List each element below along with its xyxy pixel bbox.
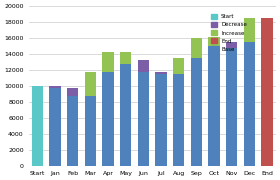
Bar [67, 96, 78, 166]
Bar [244, 18, 255, 42]
Bar [226, 48, 237, 166]
Bar [155, 72, 167, 74]
Bar [173, 58, 185, 74]
Bar [226, 48, 237, 166]
Bar [155, 74, 167, 166]
Bar [137, 72, 149, 166]
Bar [191, 38, 202, 58]
Bar [191, 58, 202, 166]
Bar [49, 88, 61, 166]
Bar [49, 86, 61, 88]
Bar [67, 96, 78, 166]
Bar [208, 46, 220, 166]
Bar [120, 64, 131, 166]
Bar [137, 72, 149, 166]
Bar [173, 74, 185, 166]
Bar [208, 46, 220, 166]
Bar [32, 86, 43, 166]
Bar [102, 72, 114, 166]
Bar [120, 64, 131, 166]
Bar [261, 18, 273, 166]
Legend: Start, Decrease, Increase, End, Base: Start, Decrease, Increase, End, Base [209, 12, 249, 53]
Bar [67, 88, 78, 96]
Bar [85, 96, 96, 166]
Bar [85, 72, 96, 96]
Bar [244, 42, 255, 166]
Bar [226, 42, 237, 48]
Bar [137, 60, 149, 72]
Bar [244, 42, 255, 166]
Bar [208, 37, 220, 46]
Bar [173, 74, 185, 166]
Bar [191, 58, 202, 166]
Bar [120, 52, 131, 64]
Bar [49, 88, 61, 166]
Bar [102, 52, 114, 72]
Bar [155, 74, 167, 166]
Bar [102, 72, 114, 166]
Bar [85, 96, 96, 166]
